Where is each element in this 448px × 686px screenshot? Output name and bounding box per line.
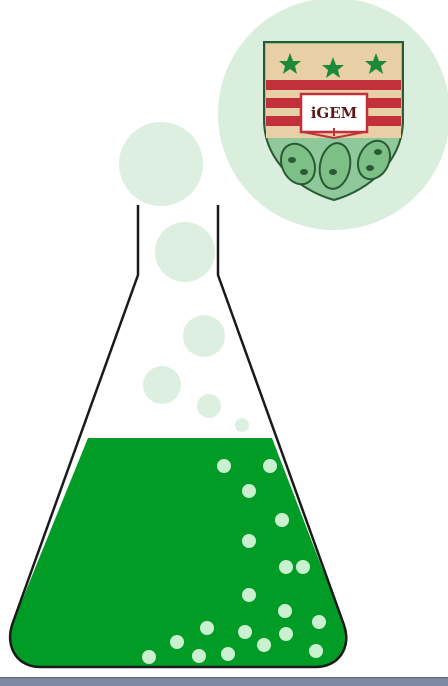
logo-text: iGEM xyxy=(311,104,358,122)
bubble-icon xyxy=(119,122,249,432)
flask-liquid xyxy=(10,438,346,666)
book-icon: iGEM xyxy=(299,92,369,140)
flask-icon xyxy=(8,205,348,669)
star-icon xyxy=(279,53,387,78)
liquid-bubbles xyxy=(142,459,326,664)
bottom-bar xyxy=(0,677,448,686)
bean-icon xyxy=(279,139,392,190)
igem-shield-logo: iGEM xyxy=(263,41,404,202)
